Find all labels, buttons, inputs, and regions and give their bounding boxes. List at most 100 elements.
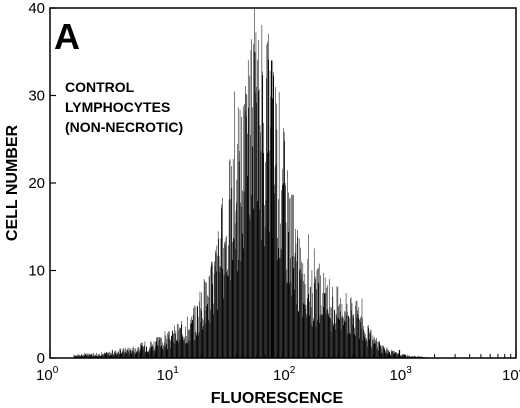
histogram-bar [88, 354, 89, 358]
histogram-bar [253, 43, 254, 359]
histogram-bar [318, 267, 320, 358]
histogram-bar [373, 339, 375, 358]
histogram-bar [160, 346, 161, 358]
histogram-bar [216, 271, 217, 358]
histogram-bar [142, 346, 143, 358]
histogram-bar [315, 326, 317, 358]
histogram-bar [169, 339, 171, 358]
histogram-bar [272, 98, 274, 358]
histogram-bar [246, 116, 247, 358]
histogram-bar [122, 350, 123, 358]
histogram-bar [90, 355, 92, 358]
histogram-bar [400, 355, 401, 358]
histogram-bar [116, 352, 117, 358]
histogram-bar [401, 354, 403, 358]
histogram-bar [420, 357, 421, 358]
histogram-bar [313, 248, 315, 358]
histogram-bar [419, 356, 421, 358]
histogram-bar [402, 355, 404, 358]
histogram-bar [313, 318, 314, 358]
histogram-bar [113, 353, 115, 358]
histogram-bar [370, 333, 371, 358]
histogram-bar [99, 353, 100, 358]
y-tick-label: 40 [28, 0, 45, 17]
histogram-bar [191, 323, 193, 358]
histogram-bar [96, 356, 98, 358]
histogram-bar [186, 343, 188, 358]
histogram-bar [360, 322, 361, 358]
histogram-bar [260, 132, 261, 358]
histogram-bar [357, 314, 359, 358]
histogram-bar [291, 194, 292, 358]
histogram-bar [167, 335, 169, 358]
histogram-bar [303, 303, 304, 358]
histogram-bar [385, 353, 387, 358]
histogram-bar [230, 198, 232, 358]
histogram-bar [230, 280, 231, 358]
histogram-bar [95, 355, 97, 358]
histogram-bar [151, 346, 152, 358]
histogram-bar [324, 293, 325, 358]
histogram-bar [240, 202, 241, 358]
histogram-bar [414, 356, 416, 358]
histogram-bar [146, 346, 147, 358]
histogram-bar [206, 306, 208, 358]
histogram-bar [121, 351, 123, 358]
histogram-bar [193, 308, 194, 358]
histogram-bar [83, 355, 84, 358]
histogram-bar [228, 199, 230, 358]
histogram-bar [403, 353, 404, 358]
histogram-bar [135, 348, 136, 358]
histogram-bar [256, 86, 257, 359]
histogram-bar [73, 354, 75, 358]
histogram-bar [253, 51, 255, 359]
histogram-bar [349, 334, 351, 358]
histogram-bar [202, 318, 203, 358]
histogram-bar [102, 354, 103, 358]
histogram-bar [378, 350, 379, 358]
histogram-bar [340, 329, 342, 358]
histogram-bar [196, 305, 198, 358]
histogram-bar [344, 322, 346, 358]
histogram-bar [160, 337, 162, 358]
histogram-bar [157, 345, 158, 358]
histogram-bar [371, 346, 372, 358]
histogram-bar [143, 349, 144, 358]
histogram-bar [425, 357, 426, 358]
histogram-bar [143, 346, 145, 358]
histogram-bar [416, 356, 418, 358]
histogram-bar [261, 239, 262, 358]
histogram-bar [228, 276, 229, 358]
histogram-bar [343, 318, 344, 358]
histogram-bar [218, 256, 220, 358]
histogram-bar [353, 317, 354, 358]
histogram-bar [283, 183, 284, 358]
histogram-bar [352, 324, 353, 358]
histogram-bar [290, 282, 292, 358]
histogram-bar [272, 75, 274, 359]
histogram-bar [268, 59, 269, 358]
histogram-bar [238, 161, 240, 358]
histogram-bar [348, 317, 350, 358]
histogram-bar [418, 356, 420, 358]
histogram-bar [210, 309, 211, 358]
histogram-bar [384, 350, 386, 358]
histogram-bar [222, 248, 224, 358]
histogram-bar [84, 355, 85, 358]
histogram-bar [189, 340, 191, 358]
histogram-bar [115, 353, 116, 358]
histogram-bar [401, 356, 402, 358]
histogram-bar [263, 246, 265, 358]
histogram-bar [119, 353, 120, 358]
histogram-bar [421, 356, 422, 358]
histogram-bar [126, 349, 128, 358]
histogram-bar [346, 303, 348, 358]
histogram-bar [178, 330, 180, 358]
histogram-bar [215, 250, 216, 358]
histogram-bar [326, 287, 327, 358]
histogram-bar [379, 344, 381, 358]
histogram-bar [86, 355, 88, 358]
histogram-bar [168, 338, 170, 358]
histogram-bar [279, 258, 280, 358]
histogram-bar [407, 356, 409, 358]
